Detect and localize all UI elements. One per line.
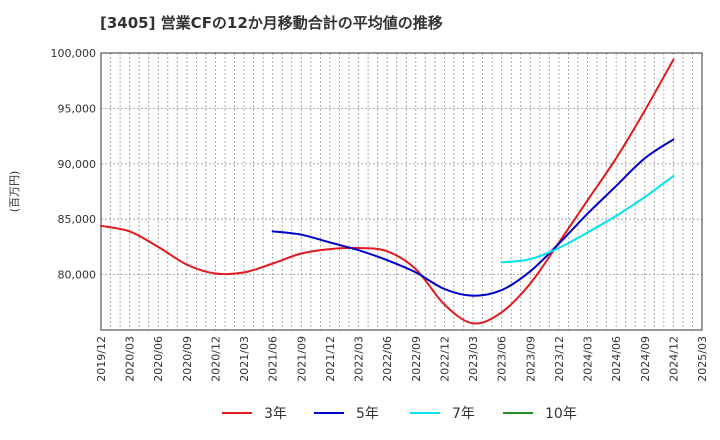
x-tick-labels: 2019/12 2020/03 2020/06 2020/09 2020/12 2021/…: [95, 336, 709, 382]
series-line-3: [500, 175, 675, 264]
x-tick-label: 2021/09: [295, 336, 308, 382]
y-tick-label: 90,000: [58, 158, 97, 171]
y-axis-label: (百万円): [8, 171, 21, 213]
y-tick-label: 85,000: [58, 213, 97, 226]
x-tick-label: 2024/09: [639, 336, 652, 382]
legend-label-2: 5年: [356, 406, 379, 422]
x-tick-label: 2021/12: [324, 336, 337, 382]
x-tick-label: 2025/03: [696, 336, 709, 382]
series-line-1: [100, 58, 675, 325]
legend-label-1: 3年: [264, 406, 287, 422]
x-tick-label: 2020/06: [152, 336, 165, 382]
x-tick-label: 2023/03: [467, 336, 480, 382]
chart-title: [3405] 営業CFの12か月移動合計の平均値の推移: [100, 14, 443, 32]
x-tick-label: 2022/06: [381, 336, 394, 382]
grid-lines: [101, 53, 702, 330]
y-tick-labels: 80,000 85,000 90,000 95,000 100,000: [51, 47, 97, 282]
x-tick-label: 2022/03: [353, 336, 366, 382]
x-tick-label: 2022/09: [410, 336, 423, 382]
series-line-2: [271, 138, 675, 297]
x-tick-label: 2021/06: [267, 336, 280, 382]
y-tick-label: 80,000: [58, 269, 97, 282]
x-tick-label: 2020/09: [181, 336, 194, 382]
x-tick-label: 2019/12: [95, 336, 108, 382]
y-tick-label: 95,000: [58, 102, 97, 115]
x-tick-label: 2020/03: [124, 336, 137, 382]
x-tick-label: 2023/06: [496, 336, 509, 382]
legend-label-3: 7年: [452, 406, 475, 422]
series-lines: [100, 58, 675, 325]
x-tick-label: 2023/12: [553, 336, 566, 382]
y-tick-label: 100,000: [51, 47, 97, 60]
plot-frame: [100, 52, 703, 331]
x-tick-label: 2022/12: [438, 336, 451, 382]
x-tick-label: 2023/09: [524, 336, 537, 382]
x-tick-label: 2020/12: [209, 336, 222, 382]
x-tick-label: 2024/06: [610, 336, 623, 382]
legend: 3年 5年 7年 10年: [222, 406, 577, 422]
x-tick-label: 2024/03: [582, 336, 595, 382]
x-tick-label: 2021/03: [238, 336, 251, 382]
legend-label-4: 10年: [545, 406, 577, 422]
x-tick-label: 2024/12: [667, 336, 680, 382]
